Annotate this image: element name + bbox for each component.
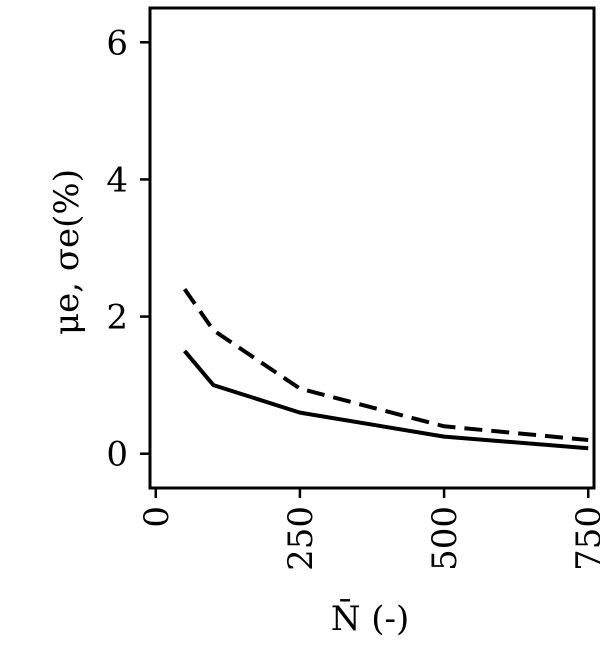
x-tick-label-0: 0 (137, 506, 177, 528)
series-line-solid (183, 349, 589, 451)
y-tick-label-2: 2 (106, 298, 128, 338)
y-tick-label-0: 0 (106, 435, 128, 475)
y-tick-label-4: 4 (106, 160, 128, 200)
x-tick-label-250: 250 (281, 506, 321, 571)
x-tick-label-500: 500 (425, 506, 465, 571)
plot-frame (148, 6, 596, 490)
series-line-dashed (182, 287, 589, 442)
y-axis-label: μe, σe(%) (47, 169, 87, 335)
tick-group: 0 2 4 6 0 250 500 750 (106, 23, 600, 571)
x-axis-label: N̄ (-) (331, 598, 410, 639)
x-tick-label-750: 750 (569, 506, 600, 571)
y-tick-label-6: 6 (106, 23, 128, 63)
series-group (182, 287, 589, 451)
